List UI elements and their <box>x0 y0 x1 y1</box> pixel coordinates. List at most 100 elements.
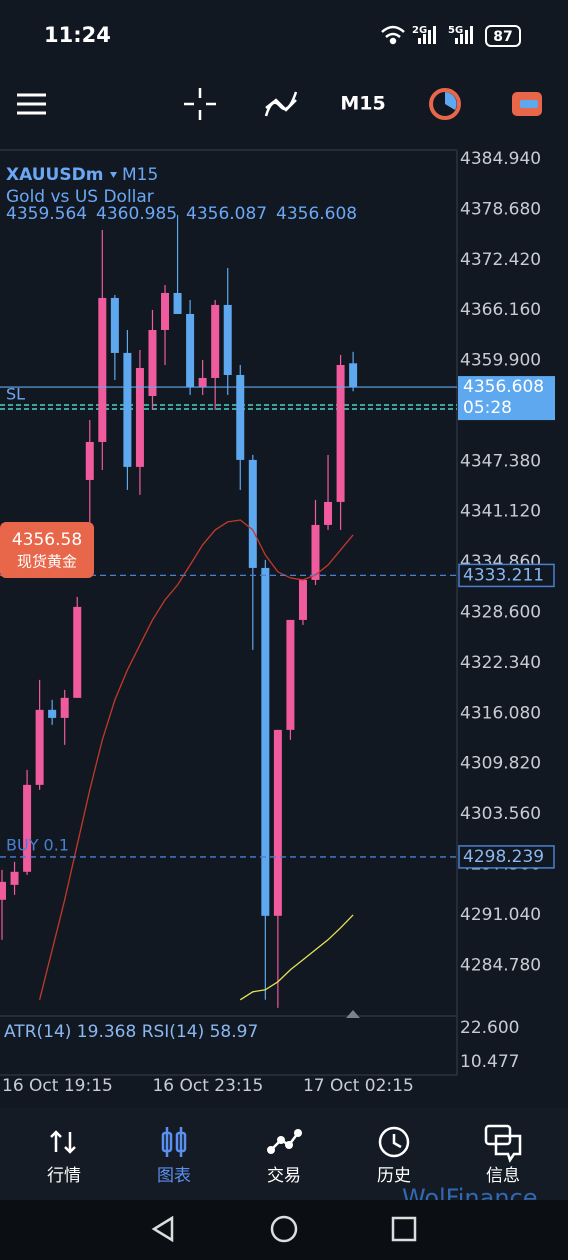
scroll-marker <box>346 1010 360 1018</box>
order-label: BUY 0.1 <box>6 835 69 854</box>
candle-body <box>60 697 69 718</box>
nav-label[interactable]: 交易 <box>267 1166 301 1186</box>
candle-body <box>261 567 270 916</box>
ohlc-low: 4356.087 <box>186 204 267 224</box>
x-tick-label: 16 Oct 23:15 <box>152 1076 263 1096</box>
order-box <box>458 563 555 588</box>
y-tick-label: 4291.040 <box>460 905 541 925</box>
candle-body <box>148 329 157 396</box>
timeframe-button[interactable]: M15 <box>340 93 385 115</box>
candle-body <box>73 606 82 698</box>
battery-icon <box>485 25 521 47</box>
network-label: 2G <box>412 25 427 36</box>
messages-icon[interactable] <box>484 1124 522 1163</box>
y-tick-label: 4316.080 <box>460 703 541 723</box>
ohlc-open: 4359.564 <box>6 204 87 224</box>
candle-body <box>198 377 207 387</box>
ohlc-close: 4356.608 <box>276 204 357 224</box>
candle-body <box>98 297 107 442</box>
y-tick-label: 4347.380 <box>460 451 541 471</box>
symbol-description: Gold vs US Dollar <box>6 187 154 207</box>
chart-timeframe: M15 <box>122 165 158 185</box>
candle-body <box>161 292 170 330</box>
candle-body <box>85 441 94 480</box>
back-button[interactable] <box>151 1215 174 1243</box>
candle-body <box>336 365 345 502</box>
candle-body <box>311 524 320 580</box>
y-tick-label: 4322.340 <box>460 653 541 673</box>
symbol-dropdown <box>110 172 117 178</box>
order-box <box>458 845 555 869</box>
candle-body <box>23 784 32 872</box>
nav-label[interactable]: 图表 <box>157 1166 191 1186</box>
candle-body <box>10 871 19 885</box>
candle-body <box>123 352 132 467</box>
candle-body <box>135 367 144 467</box>
y-tick-label: 4303.560 <box>460 804 541 824</box>
signal-icon <box>455 26 473 44</box>
home-button[interactable] <box>270 1215 298 1243</box>
symbol: XAUUSDm <box>6 165 103 185</box>
y-tick-label: 4328.600 <box>460 603 541 623</box>
indicator-tick: 22.600 <box>460 1018 519 1038</box>
quotes-icon[interactable] <box>50 1130 76 1154</box>
candle-body <box>286 619 295 730</box>
quote-name: 现货黄金 <box>17 553 77 571</box>
y-tick-label: 4284.780 <box>460 955 541 975</box>
quote-price: 4356.58 <box>12 530 82 550</box>
ohlc-high: 4360.985 <box>96 204 177 224</box>
candle-body <box>110 297 119 353</box>
candle-body <box>186 313 195 387</box>
candle-body <box>173 292 182 314</box>
trade-icon[interactable] <box>267 1129 302 1154</box>
candle-body <box>324 501 333 525</box>
y-tick-label: 4341.120 <box>460 502 541 522</box>
candle-body <box>349 363 358 388</box>
y-tick-label: 4378.680 <box>460 199 541 219</box>
y-tick-label: 4372.420 <box>460 250 541 270</box>
chart: 4384.940 4378.680 4372.420 4366.160 4359.900… <box>0 149 555 1096</box>
nav-label[interactable]: 行情 <box>47 1166 81 1186</box>
indicators-button[interactable] <box>264 91 298 117</box>
price-box-value: 4356.608 <box>463 377 544 397</box>
candle-body <box>211 304 220 378</box>
signal-icon <box>418 26 436 44</box>
wifi-icon <box>381 25 405 45</box>
nav-label[interactable]: 历史 <box>377 1166 411 1186</box>
y-tick-label: 4359.900 <box>460 351 541 371</box>
network-label: 5G <box>448 25 463 36</box>
y-tick-label: 4309.820 <box>460 754 541 774</box>
history-icon[interactable] <box>378 1126 410 1158</box>
indicator-values: ATR(14) 19.368 RSI(14) 58.97 <box>4 1022 258 1042</box>
chart-icon[interactable] <box>161 1127 187 1157</box>
x-tick-label: 16 Oct 19:15 <box>2 1076 113 1096</box>
x-tick-label: 17 Oct 02:15 <box>303 1076 414 1096</box>
chart-frame <box>0 149 458 1076</box>
quote-badge[interactable]: 4356.58 现货黄金 <box>0 522 94 578</box>
menu-button[interactable] <box>17 93 46 115</box>
candle-body <box>236 374 245 460</box>
system-nav <box>0 1200 568 1260</box>
one-click-button[interactable] <box>512 92 542 116</box>
crosshair-button[interactable] <box>184 88 216 120</box>
candle-body <box>273 729 282 916</box>
candle-body <box>48 709 57 718</box>
moving-average <box>239 914 354 1001</box>
sl-label: SL <box>6 385 25 404</box>
nav-label[interactable]: 信息 <box>486 1166 520 1186</box>
candle-body <box>248 459 257 568</box>
indicator-tick: 10.477 <box>460 1052 519 1072</box>
trading-button[interactable] <box>429 88 461 120</box>
bottom-nav <box>0 1108 568 1200</box>
price-box <box>458 376 555 421</box>
candle-body <box>0 881 6 900</box>
candle-body <box>35 709 44 785</box>
order-price: 4298.239 <box>463 847 544 867</box>
order-price: 4333.211 <box>463 565 544 585</box>
recents-button[interactable] <box>391 1216 417 1242</box>
y-tick-label: 4366.160 <box>460 300 541 320</box>
clock: 11:24 <box>44 23 111 47</box>
